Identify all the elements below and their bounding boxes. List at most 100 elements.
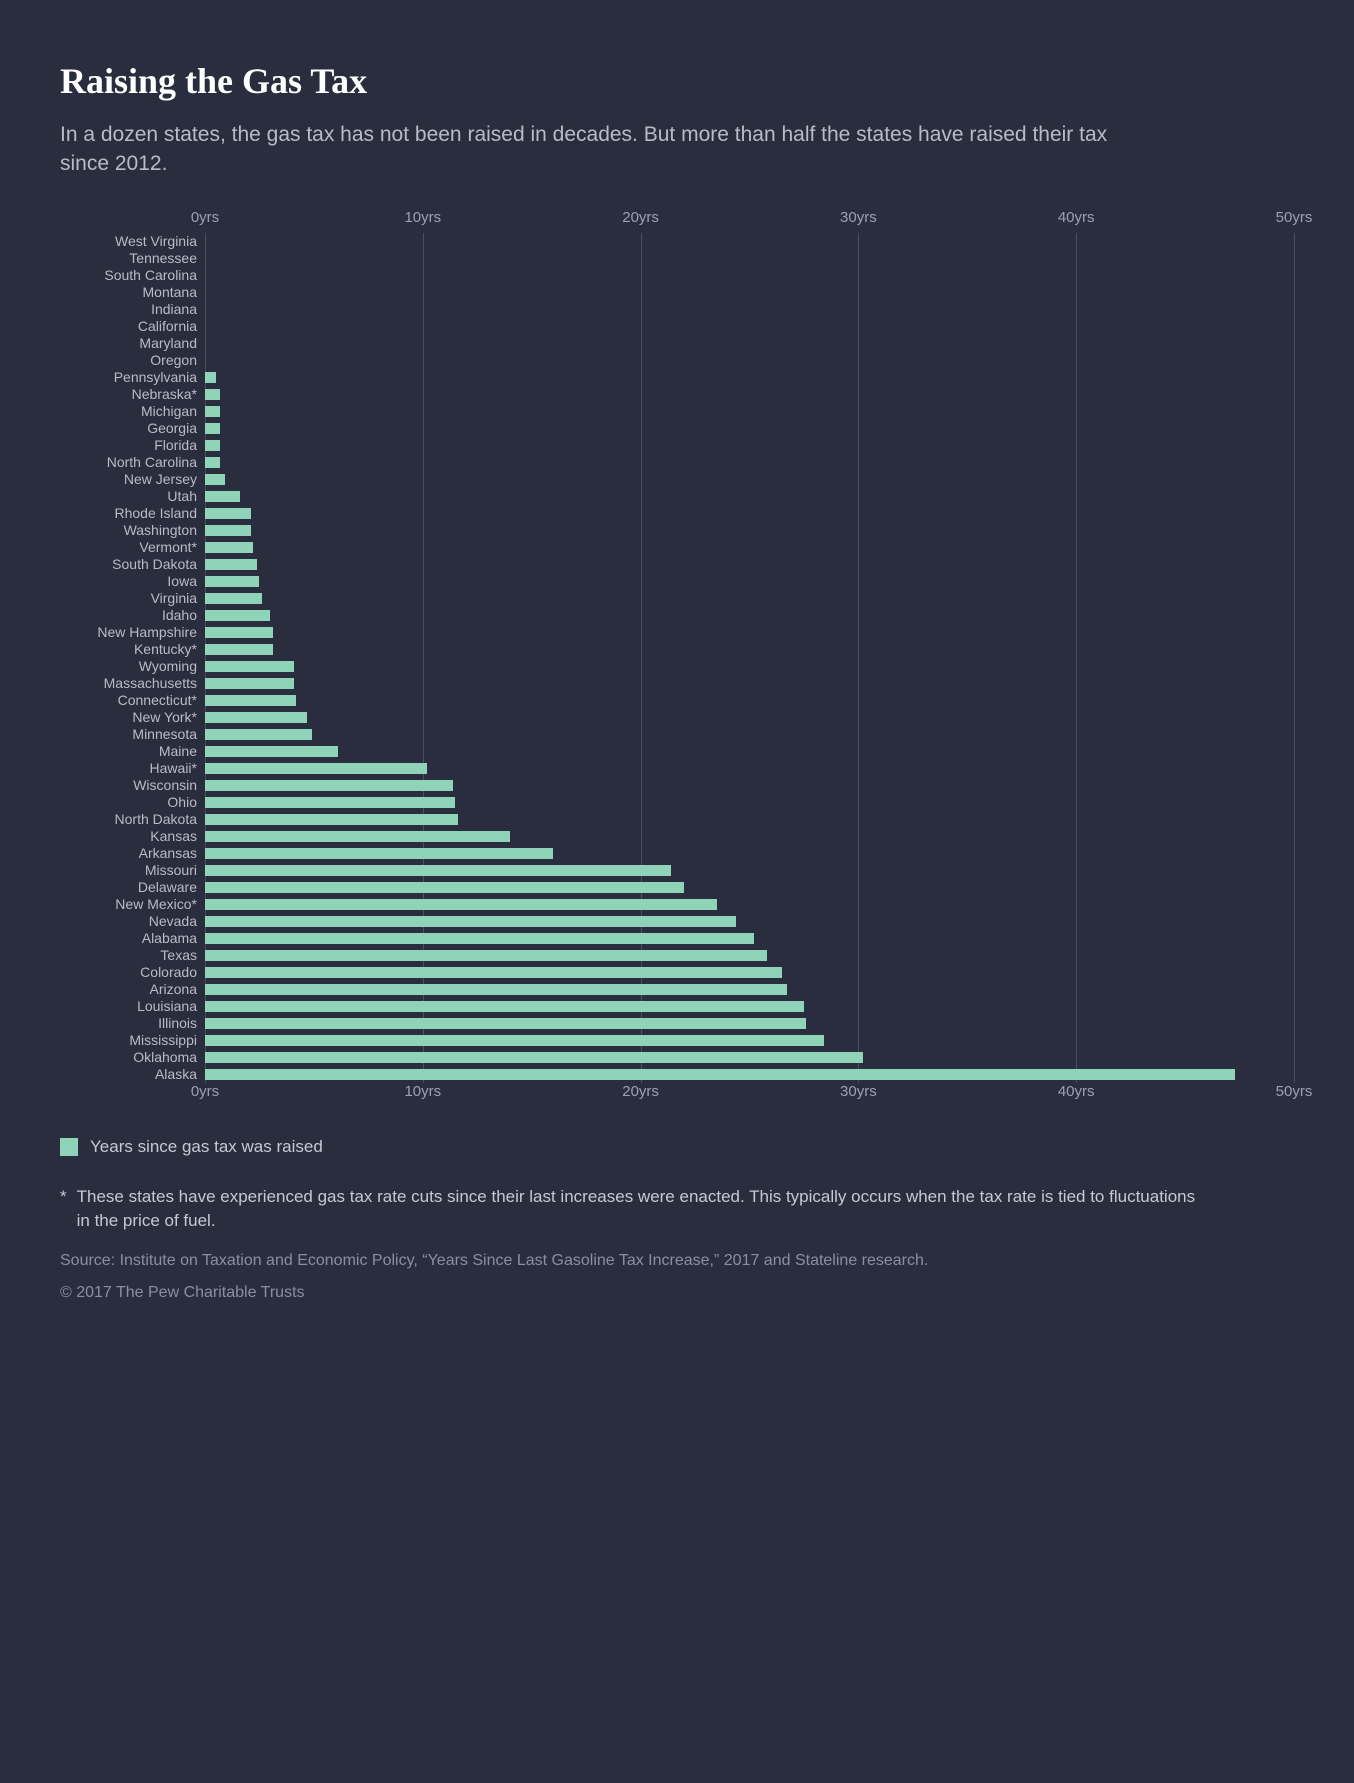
bar: [205, 491, 240, 502]
bar-label: Montana: [60, 284, 205, 300]
footnote-text: These states have experienced gas tax ra…: [77, 1185, 1210, 1234]
chart-title: Raising the Gas Tax: [60, 60, 1294, 102]
bar-row: Oklahoma: [60, 1049, 1294, 1066]
bar-row: Alabama: [60, 930, 1294, 947]
bar-row: Indiana: [60, 301, 1294, 318]
bar-row: Massachusetts: [60, 675, 1294, 692]
bar-row: Arkansas: [60, 845, 1294, 862]
bar: [205, 423, 220, 434]
bar-row: Wisconsin: [60, 777, 1294, 794]
bar-label: New Jersey: [60, 471, 205, 487]
bar-row: New Hampshire: [60, 624, 1294, 641]
bar-label: Nevada: [60, 913, 205, 929]
bar: [205, 882, 684, 893]
bar: [205, 1069, 1235, 1080]
bar-track: [205, 797, 1294, 808]
bar-track: [205, 508, 1294, 519]
bar-track: [205, 1035, 1294, 1046]
bar-label: Vermont*: [60, 539, 205, 555]
bar-track: [205, 270, 1294, 281]
bar-label: Michigan: [60, 403, 205, 419]
bar-track: [205, 542, 1294, 553]
bar: [205, 831, 510, 842]
bar-row: Virginia: [60, 590, 1294, 607]
bar-row: Minnesota: [60, 726, 1294, 743]
bar-track: [205, 406, 1294, 417]
axis-tick: 20yrs: [622, 1083, 659, 1100]
bar-row: Pennsylvania: [60, 369, 1294, 386]
bar: [205, 593, 262, 604]
bar-track: [205, 899, 1294, 910]
top-axis-ticks: 0yrs10yrs20yrs30yrs40yrs50yrs: [205, 209, 1294, 233]
axis-tick: 40yrs: [1058, 1083, 1095, 1100]
bar-row: Nevada: [60, 913, 1294, 930]
axis-tick: 50yrs: [1276, 209, 1313, 226]
bar-track: [205, 491, 1294, 502]
bar: [205, 1035, 824, 1046]
bar-row: New Mexico*: [60, 896, 1294, 913]
bar: [205, 695, 296, 706]
bar: [205, 780, 453, 791]
bar-label: Wyoming: [60, 658, 205, 674]
bar-row: Louisiana: [60, 998, 1294, 1015]
bar-track: [205, 559, 1294, 570]
bar-label: Massachusetts: [60, 675, 205, 691]
bar-row: Maine: [60, 743, 1294, 760]
bar-row: Idaho: [60, 607, 1294, 624]
bar-track: [205, 729, 1294, 740]
axis-tick: 0yrs: [191, 209, 219, 226]
bar-row: Mississippi: [60, 1032, 1294, 1049]
bar-track: [205, 610, 1294, 621]
bar: [205, 916, 736, 927]
bar-label: New Hampshire: [60, 624, 205, 640]
legend-label: Years since gas tax was raised: [90, 1137, 323, 1157]
bar-row: Georgia: [60, 420, 1294, 437]
axis-tick: 10yrs: [404, 1083, 441, 1100]
bar-label: Rhode Island: [60, 505, 205, 521]
bars-container: West VirginiaTennesseeSouth CarolinaMont…: [60, 233, 1294, 1083]
bar-label: North Carolina: [60, 454, 205, 470]
gridline: [1294, 233, 1295, 1083]
bar-label: Delaware: [60, 879, 205, 895]
bar-label: Arizona: [60, 981, 205, 997]
bar-label: Texas: [60, 947, 205, 963]
bar-row: Utah: [60, 488, 1294, 505]
bar-label: New York*: [60, 709, 205, 725]
bar: [205, 814, 458, 825]
bar-row: Iowa: [60, 573, 1294, 590]
bar-label: Iowa: [60, 573, 205, 589]
bar-track: [205, 1069, 1294, 1080]
bar: [205, 797, 455, 808]
bar-label: Indiana: [60, 301, 205, 317]
bar: [205, 984, 787, 995]
bar-row: New York*: [60, 709, 1294, 726]
bar-track: [205, 967, 1294, 978]
bar-row: California: [60, 318, 1294, 335]
bar-row: Missouri: [60, 862, 1294, 879]
axis-tick: 20yrs: [622, 209, 659, 226]
bar-row: Alaska: [60, 1066, 1294, 1083]
bar-label: Kentucky*: [60, 641, 205, 657]
bar: [205, 1018, 806, 1029]
bar-track: [205, 1018, 1294, 1029]
bar-track: [205, 372, 1294, 383]
bar-track: [205, 236, 1294, 247]
bar-track: [205, 627, 1294, 638]
bar-track: [205, 814, 1294, 825]
bar-row: Texas: [60, 947, 1294, 964]
bar: [205, 440, 220, 451]
bar-row: Nebraska*: [60, 386, 1294, 403]
bar: [205, 406, 220, 417]
bar-row: Delaware: [60, 879, 1294, 896]
bar: [205, 933, 754, 944]
bar: [205, 865, 671, 876]
bar-track: [205, 916, 1294, 927]
bar-label: Minnesota: [60, 726, 205, 742]
bar-track: [205, 712, 1294, 723]
bar-label: Connecticut*: [60, 692, 205, 708]
bar-label: Washington: [60, 522, 205, 538]
bar-label: Florida: [60, 437, 205, 453]
bottom-axis: 0yrs10yrs20yrs30yrs40yrs50yrs: [60, 1083, 1294, 1107]
bar-row: Maryland: [60, 335, 1294, 352]
bar-label: Oregon: [60, 352, 205, 368]
